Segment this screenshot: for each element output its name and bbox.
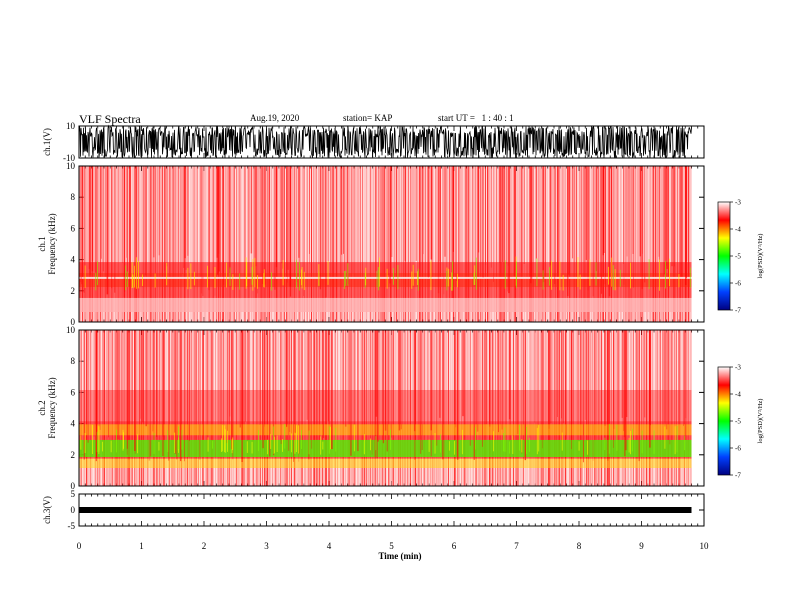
x-tick-label: 0	[77, 541, 82, 551]
ch2-spectrogram-colorbar-tick-label: -3	[735, 364, 741, 372]
ch2-spectrogram-colorbar-tick-label: -6	[735, 445, 741, 453]
x-tick-label: 5	[389, 541, 394, 551]
ch3-waveform-ylabel: ch.3(V)	[42, 496, 52, 524]
ch2-spectrogram-colorbar-tick-label: -4	[735, 391, 741, 399]
ch1-waveform-trace	[78, 124, 692, 160]
ch1-spectrogram-frame	[78, 165, 705, 323]
x-tick-label: 4	[327, 541, 332, 551]
ch2-spectrogram-colorbar	[717, 366, 731, 476]
ch2-spectrogram-ytick-label: 10	[66, 325, 76, 335]
ch1-spectrogram-ylabel: Frequency (kHz)	[47, 213, 57, 274]
ch2-spectrogram-ytick-label: 4	[71, 419, 76, 429]
ch1-waveform-ytick-label: 10	[66, 121, 76, 131]
ch1-spectrogram-ylabel: ch.1	[37, 236, 47, 251]
x-tick-label: 3	[264, 541, 269, 551]
ch2-spectrogram-ytick-label: 2	[71, 450, 76, 460]
ch2-spectrogram-ytick-label: 0	[71, 481, 76, 491]
x-tick-label: 8	[577, 541, 582, 551]
ch1-spectrogram-ytick-label: 2	[71, 286, 76, 296]
ch1-spectrogram-colorbar-tick-label: -7	[735, 307, 741, 315]
ch1-waveform-frame	[78, 125, 705, 159]
ch1-spectrogram-ytick-label: 8	[71, 192, 76, 202]
ch1-spectrogram-colorbar-label: log(PSD)(V²/Hz)	[757, 234, 764, 279]
ch1-spectrogram-ytick-label: 10	[66, 161, 76, 171]
x-axis-label: Time (min)	[378, 551, 421, 561]
ch1-spectrogram-ytick-label: 6	[71, 223, 76, 233]
station-label: station= KAP	[343, 113, 393, 123]
ch3-waveform-frame	[78, 493, 705, 527]
ch1-spectrogram-colorbar-tick-label: -6	[735, 280, 741, 288]
ch2-spectrogram-colorbar-label: log(PSD)(V²/Hz)	[757, 399, 764, 444]
ch2-spectrogram-ylabel: ch.2	[37, 400, 47, 415]
ch2-spectrogram-ytick-label: 6	[71, 387, 76, 397]
x-tick-label: 7	[514, 541, 519, 551]
ch2-spectrogram-colorbar-tick-label: -7	[735, 472, 741, 480]
ch3-waveform-ytick-label: 0	[71, 505, 76, 515]
figure-title: VLF Spectra	[79, 112, 141, 126]
x-tick-label: 2	[202, 541, 207, 551]
ch1-waveform-ytick-label: -10	[63, 153, 75, 163]
ch3-waveform-trace	[79, 507, 692, 513]
ch1-spectrogram-colorbar-tick-label: -5	[735, 253, 741, 261]
ch1-spectrogram-colorbar-tick-label: -4	[735, 226, 741, 234]
ch3-waveform-ytick-label: 5	[71, 489, 76, 499]
ch2-spectrogram-ylabel: Frequency (kHz)	[47, 377, 57, 438]
date-label: Aug.19, 2020	[250, 113, 300, 123]
ch1-waveform-ylabel: ch.1(V)	[42, 128, 52, 156]
ch1-spectrogram-colorbar	[717, 201, 731, 311]
x-tick-label: 10	[700, 541, 710, 551]
x-tick-label: 6	[452, 541, 457, 551]
ch1-spectrogram-ytick-label: 0	[71, 317, 76, 327]
ch1-spectrogram-ytick-label: 4	[71, 255, 76, 265]
ch1-spectrogram-colorbar-tick-label: -3	[735, 199, 741, 207]
start-ut-label: start UT = 1 : 40 : 1	[438, 113, 514, 123]
ch2-spectrogram-ytick-label: 8	[71, 356, 76, 366]
ch3-waveform-ytick-label: -5	[68, 521, 76, 531]
x-tick-label: 1	[139, 541, 144, 551]
ch1-spectrogram-image	[79, 166, 692, 322]
x-tick-label: 9	[639, 541, 644, 551]
ch2-spectrogram-frame	[78, 329, 705, 487]
ch2-spectrogram-colorbar-tick-label: -5	[735, 418, 741, 426]
